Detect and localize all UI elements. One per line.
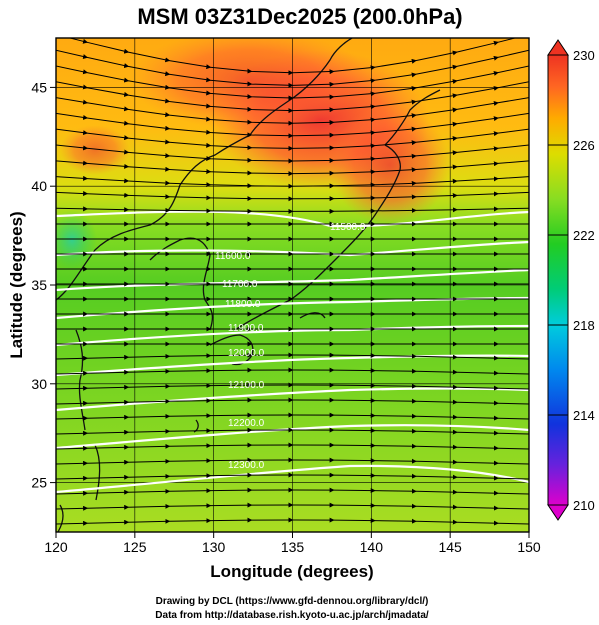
contour-label: 12000.0 <box>228 348 265 359</box>
streamline <box>56 382 529 391</box>
x-tick-label: 150 <box>517 539 541 555</box>
streamline <box>56 472 529 481</box>
y-tick-label: 30 <box>31 376 47 392</box>
streamline <box>56 160 529 177</box>
colorbar: 210 214 218 222 226 230 <box>547 39 595 521</box>
streamline <box>56 352 529 361</box>
streamline <box>56 487 529 496</box>
colorbar-tick-label: 214 <box>573 408 595 423</box>
colorbar-tick-label: 226 <box>573 138 595 153</box>
contour-label: 12300.0 <box>228 460 265 471</box>
streamline <box>56 191 529 202</box>
x-tick-label: 140 <box>360 539 384 555</box>
colorbar-tick-label: 218 <box>573 318 595 333</box>
x-tick-label: 135 <box>281 539 305 555</box>
streamline <box>56 427 529 436</box>
warm-region-west <box>60 125 130 175</box>
warm-region-honshu <box>330 105 450 225</box>
colorbar-top-cap <box>547 39 569 56</box>
streamline <box>56 367 529 376</box>
streamline <box>56 442 529 451</box>
credit-drawing: Drawing by DCL (https://www.gfd-dennou.o… <box>156 596 429 607</box>
x-tick-label: 145 <box>438 539 462 555</box>
x-tick-label: 125 <box>123 539 147 555</box>
contour-label: 11600.0 <box>215 251 251 262</box>
contour-line <box>56 464 529 494</box>
colorbar-tick-label: 222 <box>573 228 595 243</box>
streamline <box>56 457 529 466</box>
streamline <box>56 397 529 406</box>
y-tick-label: 45 <box>31 79 47 95</box>
y-tick-label: 40 <box>31 178 47 194</box>
chart-title: MSM 03Z31Dec2025 (200.0hPa) <box>137 4 462 29</box>
colorbar-scale <box>547 54 569 506</box>
x-axis: 120 125 130 135 140 145 150 <box>44 532 541 555</box>
contour-label: 11900.0 <box>228 323 264 334</box>
contour-label: 11700.0 <box>222 279 258 290</box>
x-tick-label: 120 <box>44 539 68 555</box>
contour-label: 11800.0 <box>225 299 261 310</box>
contour-label: 11500.0 <box>330 222 366 233</box>
streamline <box>56 517 529 526</box>
y-axis-label: Latitude (degrees) <box>7 211 26 358</box>
contour-label: 12100.0 <box>228 380 265 391</box>
plot-area <box>56 38 529 532</box>
colorbar-tick-label: 230 <box>573 48 595 63</box>
streamline <box>56 206 529 214</box>
streamline <box>56 175 529 189</box>
y-axis: 25 30 35 40 45 <box>31 79 56 491</box>
credit-data: Data from http://database.rish.kyoto-u.a… <box>155 610 429 621</box>
colorbar-bottom-cap <box>547 504 569 521</box>
contour-label: 12200.0 <box>228 418 265 429</box>
contour-line <box>56 424 529 450</box>
x-axis-label: Longitude (degrees) <box>210 562 373 581</box>
streamline <box>56 502 529 511</box>
wind-streamlines <box>56 38 529 526</box>
streamline <box>56 412 529 421</box>
y-tick-label: 35 <box>31 277 47 293</box>
y-tick-label: 25 <box>31 475 47 491</box>
cool-region-west <box>56 210 97 270</box>
contour-labels: 11500.0 11600.0 11700.0 11800.0 11900.0 … <box>215 222 366 471</box>
colorbar-tick-label: 210 <box>573 498 595 513</box>
x-tick-label: 130 <box>202 539 226 555</box>
